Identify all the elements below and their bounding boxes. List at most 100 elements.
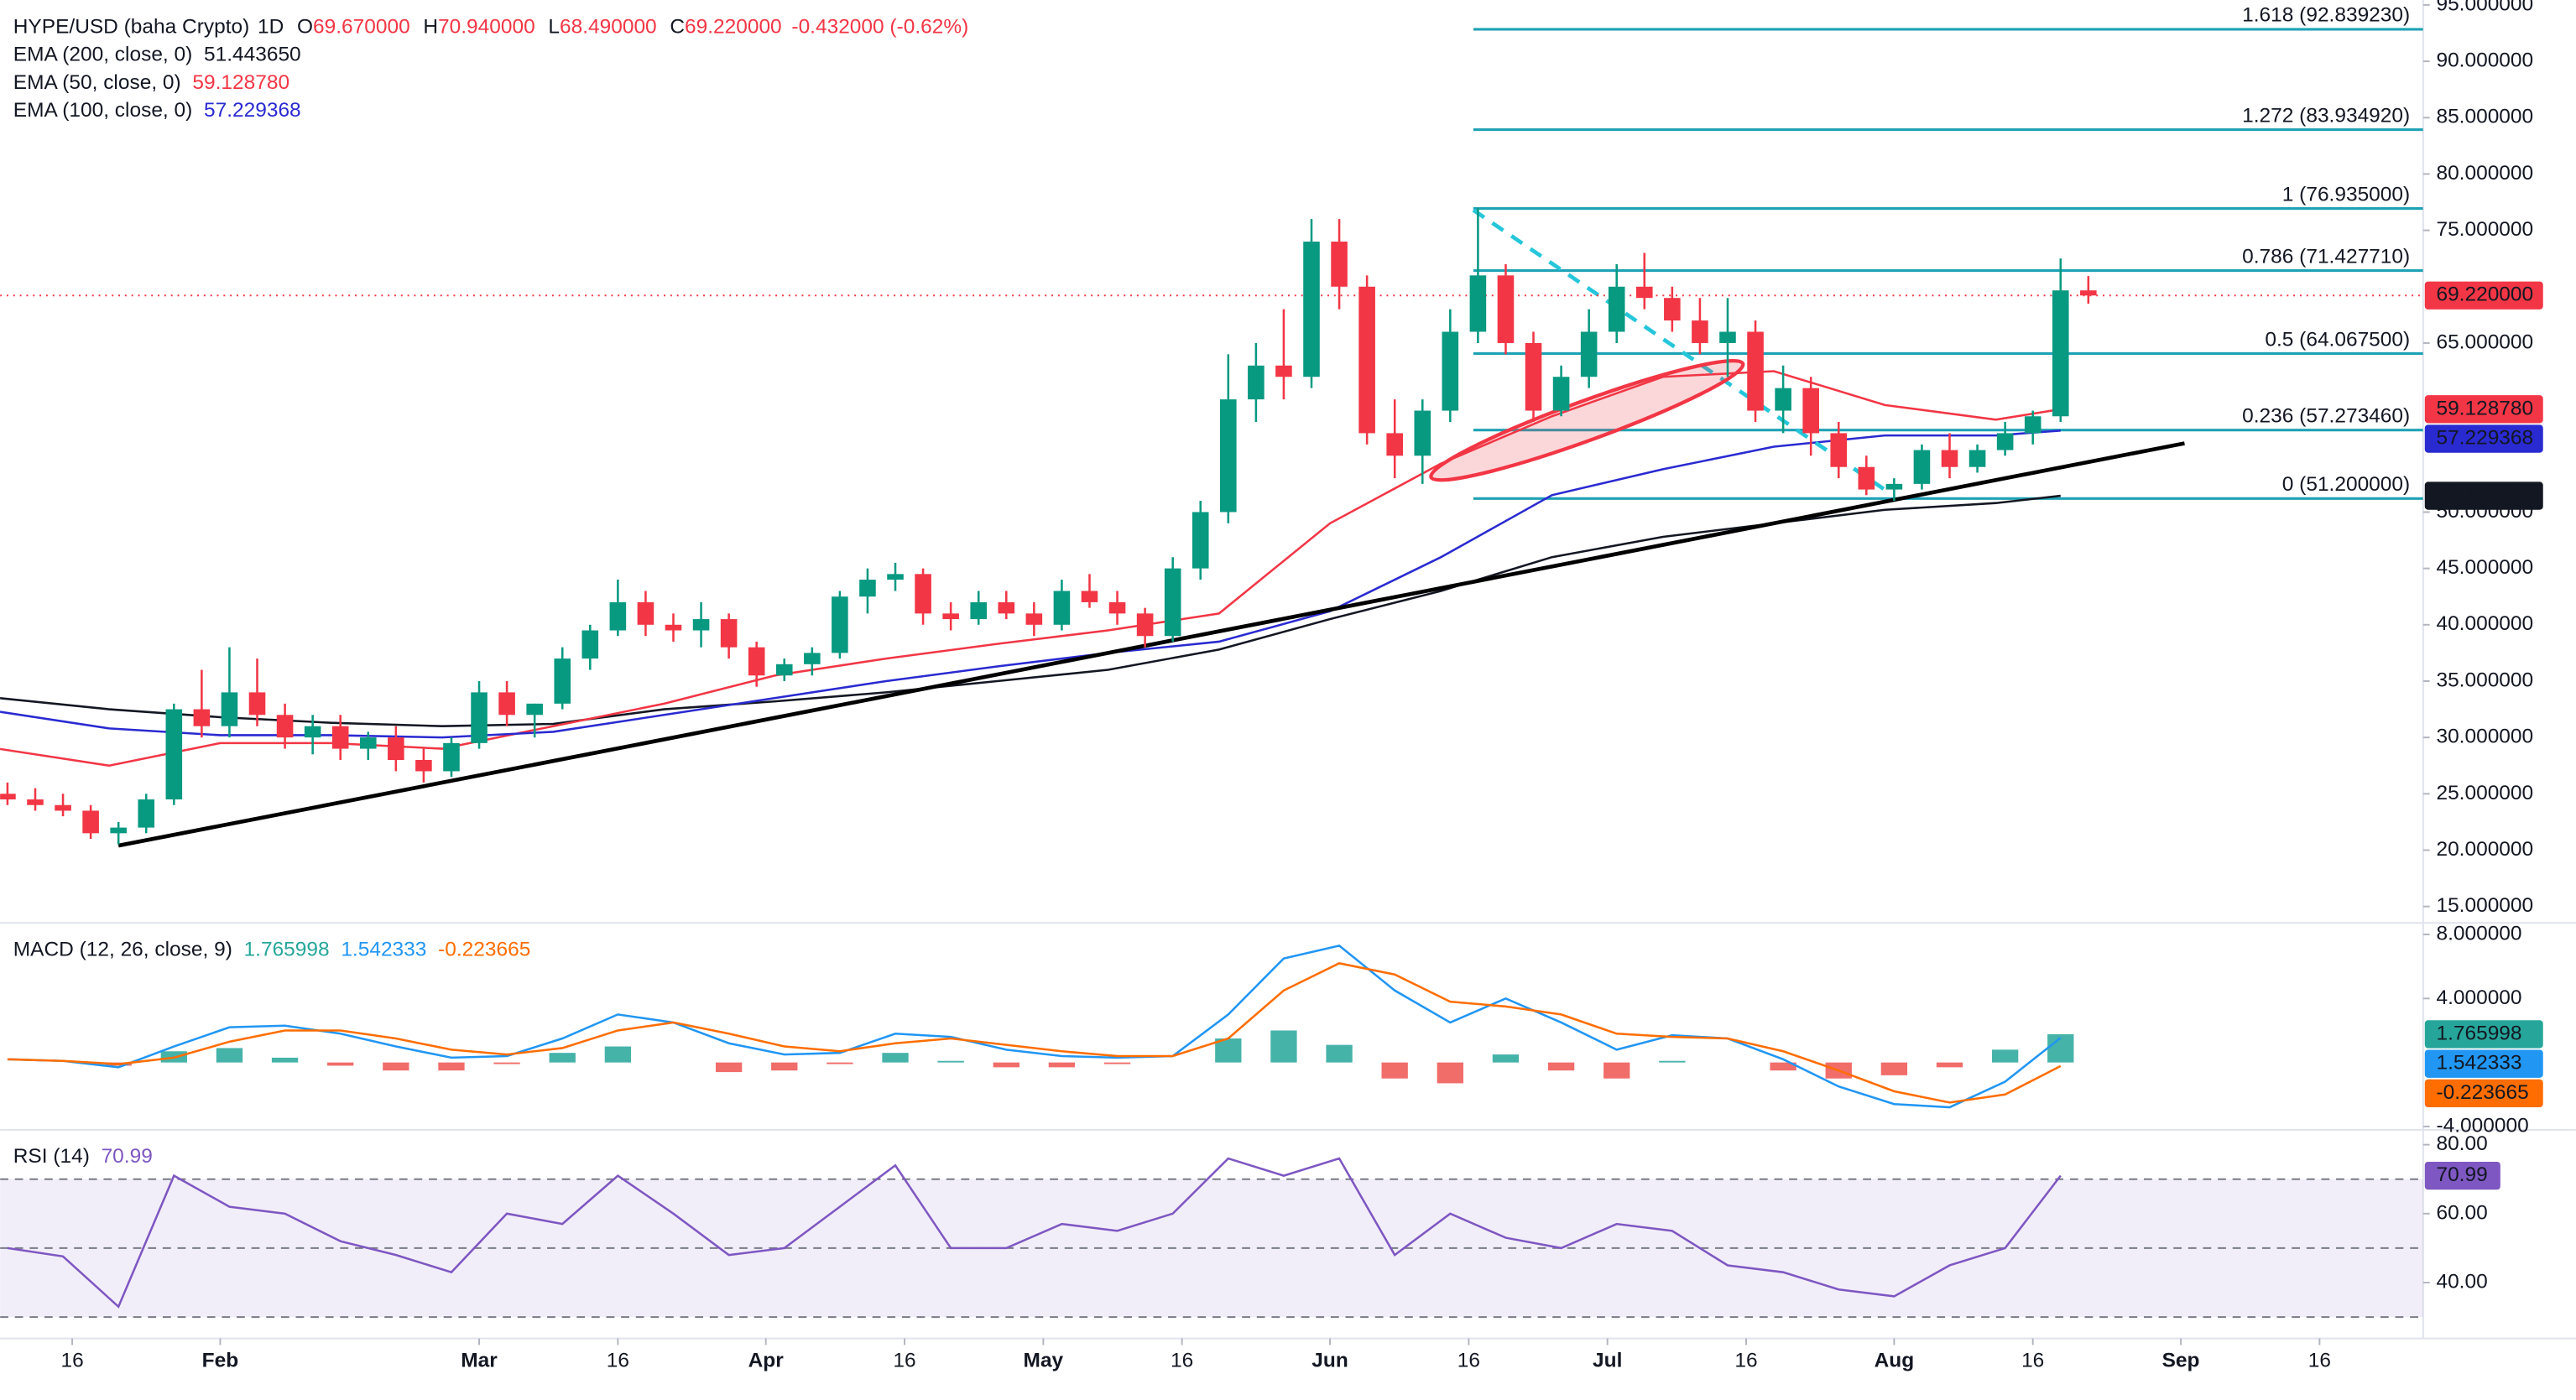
y-tick-label: 25.000000 [2436, 782, 2533, 804]
candle-body [110, 827, 127, 834]
candle-body [1664, 298, 1681, 321]
macd-histogram-bar [993, 1062, 1019, 1068]
x-tick-label: 16 [1734, 1349, 1757, 1371]
candle-body [887, 574, 904, 580]
price-box [2424, 1162, 2500, 1190]
candle-body [55, 804, 71, 811]
macd-histogram-bar [1381, 1062, 1408, 1079]
highlight-ellipse [1429, 358, 1745, 482]
candle-body [2052, 290, 2069, 417]
plot-area: 1.618 (92.839230) 1.272 (83.934920) 1 (76.… [0, 4, 2423, 1319]
y-tick-label: 8.000000 [2436, 922, 2521, 945]
price-box-label: 51.443650 [2436, 484, 2533, 507]
x-tick-label: May [1024, 1349, 1064, 1371]
candle-body [193, 709, 211, 726]
y-tick-label: 20.000000 [2436, 838, 2533, 861]
macd-histogram-bar [327, 1062, 354, 1066]
candle-body [1719, 331, 1736, 343]
candle-body [1525, 342, 1542, 411]
x-tick-label: 16 [60, 1349, 83, 1371]
ohlc-key: L [548, 16, 560, 39]
x-tick-label: Jul [1593, 1349, 1622, 1371]
candle-body [221, 692, 238, 726]
y-tick-label: 60.00 [2436, 1201, 2487, 1224]
macd-histogram-bar [1936, 1062, 1963, 1068]
signal-line [7, 962, 2062, 1104]
ohlc-key: C [670, 16, 685, 39]
fib-label: 0.5 (64.067500) [2265, 328, 2410, 351]
candle-body [0, 794, 16, 800]
candle-body [748, 647, 765, 676]
x-tick-label: 16 [893, 1349, 915, 1371]
rsi-legend: RSI (14) 70.99 [13, 1146, 153, 1168]
ohlc-key: H [423, 16, 438, 39]
fib-label: 1 (76.935000) [2282, 183, 2410, 206]
candle-body [1414, 410, 1431, 456]
y-tick-label: 4.000000 [2436, 986, 2521, 1009]
price-box-label: 57.229368 [2436, 427, 2533, 450]
y-tick-label: 45.000000 [2436, 556, 2533, 579]
price-box-label: 1.542333 [2436, 1052, 2521, 1075]
price-box [2424, 481, 2543, 510]
macd-histogram-bar [771, 1062, 798, 1071]
macd-histogram-bar [715, 1062, 743, 1073]
trendline [1472, 208, 1891, 495]
y-tick-label: 95.000000 [2436, 0, 2533, 15]
ohlc-value: 70.940000 [438, 16, 535, 39]
ema-name: EMA (200, close, 0) [13, 44, 193, 66]
candle-body [970, 601, 988, 620]
macd-histogram-bar [604, 1046, 632, 1063]
ohlc-key: O [297, 16, 313, 39]
ohlc-value: 68.490000 [560, 16, 657, 39]
x-tick-label: 16 [1171, 1349, 1193, 1371]
y-tick-label: 15.000000 [2436, 894, 2533, 917]
candle-body [526, 703, 543, 716]
candle-body [1941, 450, 1958, 467]
price-box-label: 69.220000 [2436, 284, 2533, 306]
candle-body [415, 760, 432, 772]
macd-histogram-bar [493, 1062, 520, 1064]
y-tick-label: 40.00 [2436, 1270, 2487, 1293]
x-tick-label: 16 [1457, 1349, 1480, 1371]
candle-body [1775, 388, 1791, 411]
candle-body [471, 692, 488, 743]
candle-body [1248, 365, 1265, 400]
ema-legend: EMA (50, close, 0) 59.128780 [13, 71, 289, 94]
candle-body [248, 692, 266, 716]
fib-label: 0.236 (57.273460) [2242, 405, 2410, 428]
candle-body [1996, 433, 2014, 450]
x-tick-label: 16 [2308, 1349, 2331, 1371]
x-tick-label: Jun [1311, 1349, 1348, 1371]
candle-body [1220, 399, 1237, 513]
candle-body [1552, 377, 1570, 411]
price-box [2424, 1049, 2543, 1078]
macd-histogram-bar [1215, 1038, 1242, 1063]
x-tick-label: Sep [2162, 1349, 2200, 1371]
candle-body [1635, 286, 1653, 299]
candle-body [1303, 242, 1320, 377]
candle-body [1386, 433, 1403, 456]
candle-body [1608, 286, 1625, 332]
candle-body [1053, 591, 1071, 625]
macd-histogram-bar [1326, 1044, 1353, 1063]
macd-histogram-bar [1991, 1049, 2019, 1063]
price-box [2424, 281, 2543, 310]
macd-histogram-bar [882, 1053, 909, 1063]
macd-histogram-bar [216, 1048, 243, 1063]
candle-body [1497, 275, 1515, 343]
macd-histogram-bar [1880, 1062, 1908, 1075]
macd-histogram-bar [827, 1062, 853, 1064]
change: -0.432000 (-0.62%) [791, 16, 968, 39]
x-tick-label: Feb [202, 1349, 239, 1371]
y-tick-label: 65.000000 [2436, 330, 2533, 353]
y-tick-label: 80.00 [2436, 1132, 2487, 1155]
price-box-label: 1.765998 [2436, 1022, 2521, 1044]
candle-body [554, 658, 571, 704]
candle-body [1802, 388, 1819, 434]
candle-body [942, 613, 959, 620]
ema-legend: EMA (200, close, 0) 51.443650 [13, 44, 301, 66]
price-box-label: 70.99 [2436, 1163, 2487, 1186]
ema-value: 51.443650 [204, 44, 301, 66]
x-tick-label: 16 [2021, 1349, 2044, 1371]
